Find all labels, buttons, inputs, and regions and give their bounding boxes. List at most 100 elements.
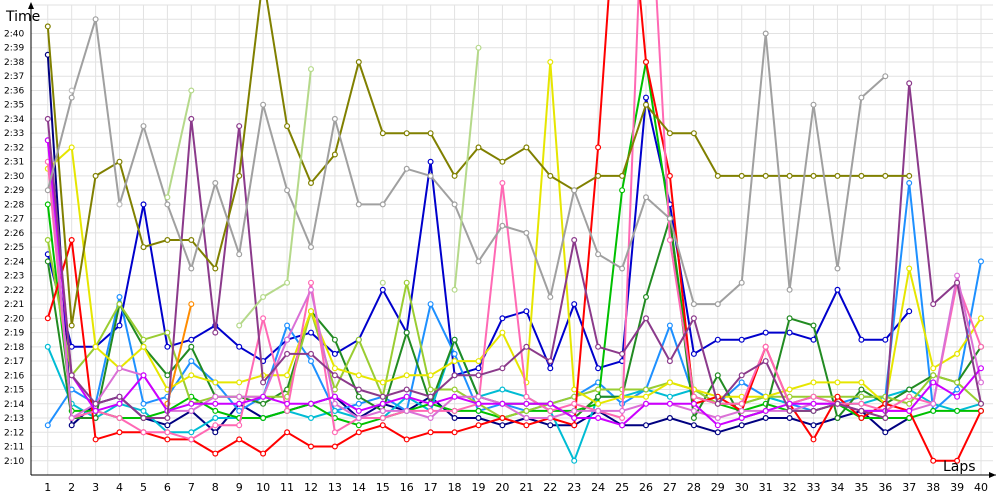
data-point bbox=[236, 172, 243, 179]
data-point bbox=[930, 407, 937, 414]
tick-labels: 2:10 2:11 2:12 2:13 2:14 2:15 2:16 2:17 2:18 2:19… bbox=[4, 29, 988, 494]
x-tick-label: 33 bbox=[807, 481, 821, 494]
data-point bbox=[212, 450, 219, 457]
series bbox=[44, 80, 984, 422]
data-point bbox=[619, 350, 626, 357]
data-point bbox=[666, 215, 673, 222]
data-point bbox=[212, 393, 219, 400]
data-point bbox=[212, 422, 219, 429]
data-point bbox=[379, 279, 386, 286]
data-point bbox=[977, 343, 984, 350]
data-point bbox=[858, 386, 865, 393]
x-tick-label: 39 bbox=[950, 481, 964, 494]
data-point bbox=[427, 158, 434, 165]
data-point bbox=[140, 336, 147, 343]
data-point bbox=[379, 130, 386, 137]
data-point bbox=[954, 386, 961, 393]
y-tick-label: 2:39 bbox=[4, 44, 24, 54]
data-point bbox=[188, 115, 195, 122]
data-point bbox=[331, 407, 338, 414]
data-point bbox=[738, 400, 745, 407]
data-point bbox=[906, 393, 913, 400]
data-point bbox=[427, 393, 434, 400]
data-point bbox=[642, 393, 649, 400]
data-point bbox=[116, 400, 123, 407]
data-point bbox=[68, 144, 75, 151]
data-point bbox=[858, 379, 865, 386]
data-point bbox=[762, 407, 769, 414]
data-point bbox=[284, 123, 291, 130]
data-point bbox=[690, 350, 697, 357]
data-point bbox=[284, 187, 291, 194]
series-line bbox=[46, 0, 982, 462]
data-point bbox=[475, 365, 482, 372]
data-point bbox=[116, 301, 123, 308]
data-point bbox=[164, 415, 171, 422]
x-tick-label: 32 bbox=[783, 481, 797, 494]
data-point bbox=[308, 400, 315, 407]
x-tick-label: 28 bbox=[687, 481, 701, 494]
data-point bbox=[379, 407, 386, 414]
y-tick-label: 2:18 bbox=[4, 343, 24, 353]
data-point bbox=[427, 415, 434, 422]
data-point bbox=[308, 286, 315, 293]
data-point bbox=[954, 457, 961, 464]
data-point bbox=[308, 279, 315, 286]
data-point bbox=[403, 436, 410, 443]
data-point bbox=[858, 393, 865, 400]
data-point bbox=[499, 222, 506, 229]
data-point bbox=[379, 415, 386, 422]
series-layer bbox=[44, 0, 984, 464]
data-point bbox=[68, 87, 75, 94]
x-tick-label: 10 bbox=[256, 481, 270, 494]
data-point bbox=[331, 151, 338, 158]
data-point bbox=[523, 422, 530, 429]
x-tick-label: 36 bbox=[878, 481, 892, 494]
data-point bbox=[188, 343, 195, 350]
data-point bbox=[834, 393, 841, 400]
data-point bbox=[810, 379, 817, 386]
data-point bbox=[44, 343, 51, 350]
data-point bbox=[619, 422, 626, 429]
data-point bbox=[92, 400, 99, 407]
data-point bbox=[666, 172, 673, 179]
data-point bbox=[762, 393, 769, 400]
data-point bbox=[714, 301, 721, 308]
data-point bbox=[188, 237, 195, 244]
data-point bbox=[954, 379, 961, 386]
data-point bbox=[44, 115, 51, 122]
data-point bbox=[355, 372, 362, 379]
data-point bbox=[379, 201, 386, 208]
data-point bbox=[427, 172, 434, 179]
y-tick-label: 2:30 bbox=[4, 172, 24, 182]
data-point bbox=[331, 393, 338, 400]
data-point bbox=[834, 379, 841, 386]
data-point bbox=[331, 115, 338, 122]
data-point bbox=[642, 294, 649, 301]
y-tick-label: 2:10 bbox=[4, 457, 24, 467]
data-point bbox=[762, 415, 769, 422]
data-point bbox=[714, 172, 721, 179]
data-point bbox=[786, 407, 793, 414]
data-point bbox=[451, 386, 458, 393]
data-point bbox=[571, 457, 578, 464]
data-point bbox=[714, 415, 721, 422]
data-point bbox=[595, 365, 602, 372]
data-point bbox=[738, 372, 745, 379]
y-tick-label: 2:40 bbox=[4, 29, 24, 39]
data-point bbox=[164, 237, 171, 244]
data-point bbox=[116, 294, 123, 301]
y-tick-label: 2:22 bbox=[4, 286, 24, 296]
data-point bbox=[116, 415, 123, 422]
data-point bbox=[403, 329, 410, 336]
data-point bbox=[882, 73, 889, 80]
data-point bbox=[858, 400, 865, 407]
data-point bbox=[427, 407, 434, 414]
data-point bbox=[260, 415, 267, 422]
series-line bbox=[166, 90, 193, 198]
data-point bbox=[977, 379, 984, 386]
y-tick-label: 2:27 bbox=[4, 215, 24, 225]
data-point bbox=[571, 187, 578, 194]
series bbox=[164, 44, 482, 329]
data-point bbox=[164, 201, 171, 208]
